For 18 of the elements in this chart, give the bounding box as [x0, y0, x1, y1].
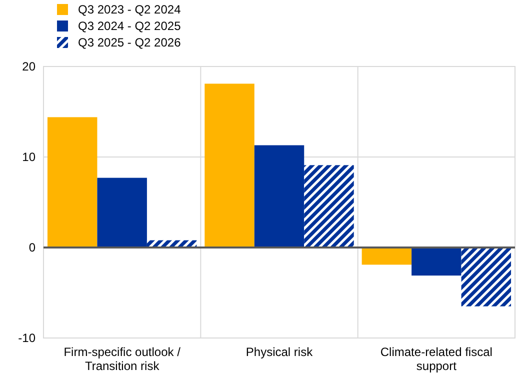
- y-tick-label: -10: [18, 331, 36, 346]
- x-tick-label: Climate-related fiscal support: [380, 345, 492, 373]
- x-tick-label: Firm-specific outlook / Transition risk: [64, 345, 182, 373]
- bar: [461, 248, 512, 306]
- y-tick-label: 20: [22, 60, 36, 74]
- bar: [47, 117, 98, 248]
- bar: [412, 248, 462, 276]
- bar: [254, 145, 304, 248]
- bar: [304, 165, 354, 248]
- x-tick-label: Physical risk: [246, 345, 314, 359]
- bar: [97, 178, 147, 248]
- bar: [204, 84, 254, 248]
- bar: [362, 248, 412, 265]
- y-tick-label: 0: [28, 240, 36, 255]
- legend-label: Q3 2024 - Q2 2025: [78, 19, 182, 34]
- legend-label: Q3 2025 - Q2 2026: [78, 36, 182, 50]
- y-tick-label: 10: [22, 150, 36, 164]
- legend-label: Q3 2023 - Q2 2024: [78, 2, 182, 17]
